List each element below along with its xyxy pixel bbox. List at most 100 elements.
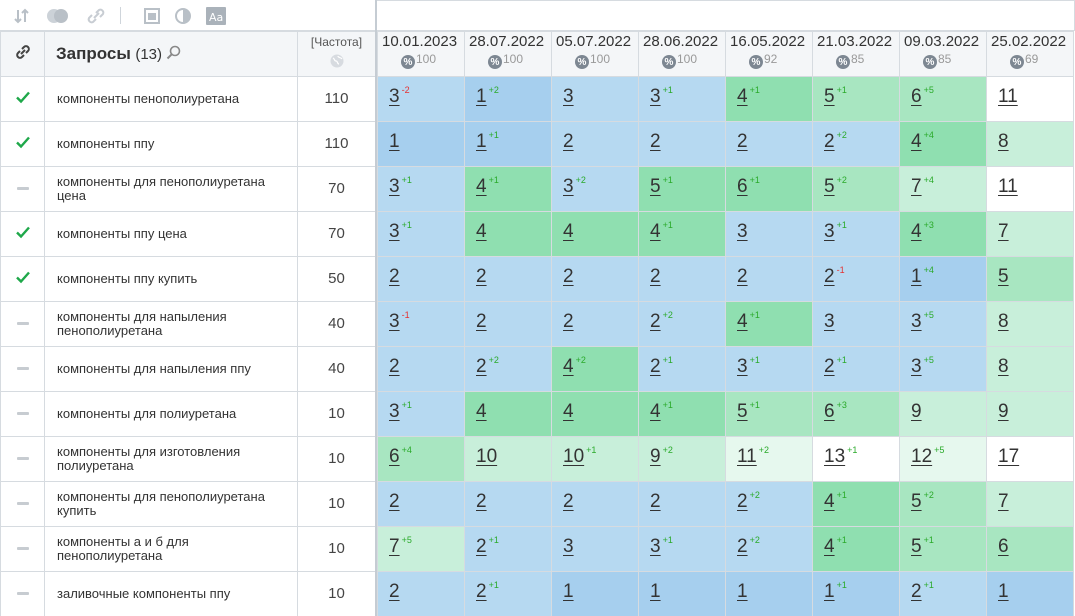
position-value[interactable]: 1	[737, 581, 748, 602]
position-cell[interactable]: 3	[725, 211, 813, 257]
position-value[interactable]: 3	[911, 311, 922, 332]
position-cell[interactable]: 8	[986, 346, 1074, 392]
position-value[interactable]: 6	[737, 176, 748, 197]
frequency-header[interactable]: [Частота]	[297, 31, 376, 77]
position-value[interactable]: 9	[911, 401, 922, 422]
position-cell[interactable]: 10	[464, 436, 552, 482]
position-cell[interactable]: 2 +2	[725, 526, 813, 572]
dash-icon[interactable]	[16, 457, 29, 461]
position-value[interactable]: 5	[824, 86, 835, 107]
date-column-header[interactable]: 09.03.2022% 85	[899, 31, 987, 77]
position-cell[interactable]: 2	[464, 481, 552, 527]
position-value[interactable]: 6	[824, 401, 835, 422]
position-cell[interactable]: 3 +5	[899, 346, 987, 392]
dash-icon[interactable]	[16, 502, 29, 506]
position-value[interactable]: 3	[389, 311, 400, 332]
position-cell[interactable]: 2	[377, 571, 465, 616]
position-value[interactable]: 9	[650, 446, 661, 467]
position-value[interactable]: 3	[650, 86, 661, 107]
search-icon[interactable]	[166, 45, 181, 65]
position-cell[interactable]: 2	[464, 256, 552, 302]
date-column-header[interactable]: 10.01.2023% 100	[377, 31, 465, 77]
position-cell[interactable]: 9	[986, 391, 1074, 437]
position-value[interactable]: 3	[824, 221, 835, 242]
position-cell[interactable]: 2 +2	[812, 121, 900, 167]
query-row[interactable]: компоненты а и б для пенополиуретана 10	[0, 526, 376, 572]
position-cell[interactable]: 3 +1	[638, 526, 726, 572]
position-cell[interactable]: 2	[725, 121, 813, 167]
position-cell[interactable]: 4 +1	[725, 301, 813, 347]
position-value[interactable]: 4	[737, 311, 748, 332]
position-value[interactable]: 2	[737, 266, 748, 287]
query-row[interactable]: компоненты ппу 110	[0, 121, 376, 167]
position-value[interactable]: 17	[998, 446, 1020, 467]
link-column-header[interactable]	[0, 31, 45, 77]
position-value[interactable]: 5	[998, 266, 1009, 287]
position-cell[interactable]: 2	[464, 301, 552, 347]
position-cell[interactable]: 8	[986, 121, 1074, 167]
position-value[interactable]: 2	[737, 491, 748, 512]
position-cell[interactable]: 1	[377, 121, 465, 167]
position-value[interactable]: 4	[824, 491, 835, 512]
query-row[interactable]: заливочные компоненты ппу 10	[0, 571, 376, 616]
position-value[interactable]: 2	[650, 131, 661, 152]
position-cell[interactable]: 2	[638, 121, 726, 167]
position-value[interactable]: 12	[911, 446, 933, 467]
position-cell[interactable]: 2	[551, 481, 639, 527]
position-value[interactable]: 5	[911, 491, 922, 512]
position-value[interactable]: 11	[998, 86, 1018, 107]
position-cell[interactable]: 4 +4	[899, 121, 987, 167]
position-value[interactable]: 1	[911, 266, 922, 287]
query-row[interactable]: компоненты для пенополиуретана цена 70	[0, 166, 376, 212]
position-value[interactable]: 4	[476, 221, 487, 242]
position-cell[interactable]: 2	[377, 256, 465, 302]
status-cell[interactable]	[0, 121, 45, 167]
calendar-icon[interactable]	[143, 6, 161, 25]
position-cell[interactable]: 4	[551, 391, 639, 437]
position-value[interactable]: 3	[389, 176, 400, 197]
position-cell[interactable]: 4	[464, 391, 552, 437]
position-cell[interactable]: 4	[464, 211, 552, 257]
position-cell[interactable]: 3 +1	[812, 211, 900, 257]
position-cell[interactable]: 2 +1	[464, 526, 552, 572]
position-value[interactable]: 3	[911, 356, 922, 377]
position-value[interactable]: 2	[563, 491, 574, 512]
position-value[interactable]: 3	[563, 86, 574, 107]
position-value[interactable]: 4	[563, 356, 574, 377]
position-value[interactable]: 1	[476, 131, 487, 152]
position-value[interactable]: 3	[737, 221, 748, 242]
position-cell[interactable]: 10 +1	[551, 436, 639, 482]
position-value[interactable]: 5	[650, 176, 661, 197]
position-cell[interactable]: 2	[725, 256, 813, 302]
position-cell[interactable]: 3	[551, 526, 639, 572]
position-cell[interactable]: 2 +2	[464, 346, 552, 392]
position-value[interactable]: 3	[737, 356, 748, 377]
position-cell[interactable]: 4 +1	[638, 211, 726, 257]
font-icon[interactable]: Aa	[206, 6, 226, 25]
position-cell[interactable]: 5 +1	[638, 166, 726, 212]
position-cell[interactable]: 3 -2	[377, 76, 465, 122]
toggle-icon[interactable]	[45, 6, 71, 25]
status-cell[interactable]	[0, 256, 45, 302]
position-value[interactable]: 7	[998, 491, 1009, 512]
position-cell[interactable]: 3 +1	[638, 76, 726, 122]
position-value[interactable]: 4	[563, 401, 574, 422]
position-value[interactable]: 2	[476, 536, 487, 557]
position-value[interactable]: 11	[998, 176, 1018, 197]
sort-icon[interactable]	[12, 6, 32, 25]
position-cell[interactable]: 3 +1	[377, 211, 465, 257]
position-cell[interactable]: 2 -1	[812, 256, 900, 302]
position-cell[interactable]: 3 +1	[377, 166, 465, 212]
position-value[interactable]: 2	[824, 131, 835, 152]
position-value[interactable]: 2	[650, 491, 661, 512]
position-cell[interactable]: 13 +1	[812, 436, 900, 482]
position-cell[interactable]: 11 +2	[725, 436, 813, 482]
status-cell[interactable]	[0, 301, 45, 347]
position-cell[interactable]: 1 +2	[464, 76, 552, 122]
position-cell[interactable]: 2	[551, 121, 639, 167]
position-cell[interactable]: 2	[551, 301, 639, 347]
position-cell[interactable]: 5 +2	[899, 481, 987, 527]
position-value[interactable]: 2	[650, 311, 661, 332]
queries-header[interactable]: Запросы (13)	[44, 31, 298, 77]
position-value[interactable]: 2	[650, 356, 661, 377]
